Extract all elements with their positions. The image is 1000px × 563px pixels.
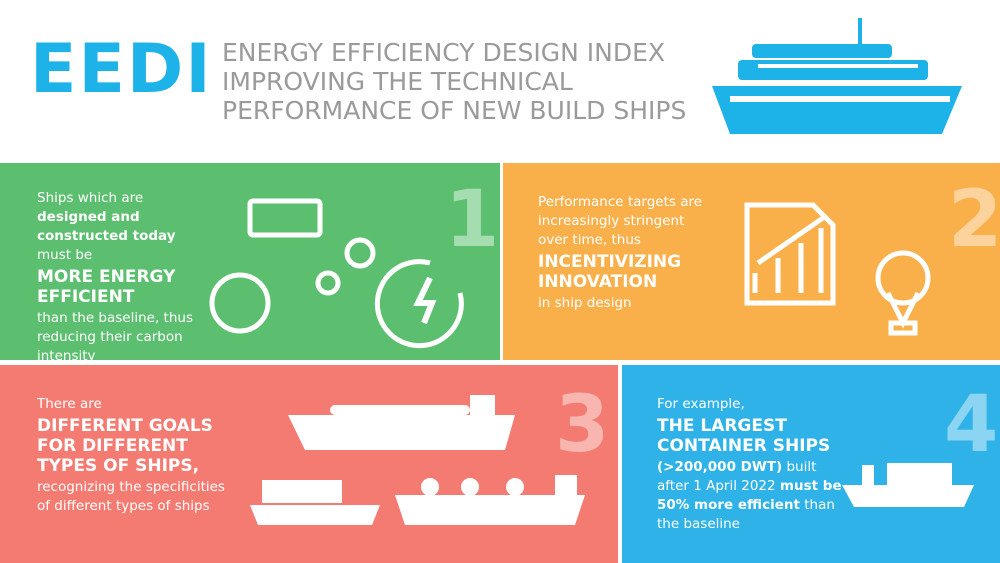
title: ENERGY EFFICIENCY DESIGN INDEX IMPROVING… <box>222 38 686 125</box>
outro: than the baseline, thus reducing their c… <box>37 310 193 364</box>
panel-number: 1 <box>445 175 500 265</box>
panel-text: Ships which are designed and constructed… <box>37 189 212 366</box>
intro: For example, <box>657 396 745 412</box>
acronym: EEDI <box>30 30 213 109</box>
panel-text: For example, THE LARGEST CONTAINER SHIPS… <box>657 395 852 534</box>
energy-icons <box>209 198 464 349</box>
panel-number: 2 <box>948 175 1000 265</box>
title-line: IMPROVING THE TECHNICAL <box>222 67 573 96</box>
title-line: ENERGY EFFICIENCY DESIGN INDEX <box>222 38 666 67</box>
innovation-icons <box>744 202 931 336</box>
intro: Ships which are <box>37 190 144 206</box>
panel-text: There are DIFFERENT GOALS FOR DIFFERENT … <box>37 395 237 516</box>
bold-text: must be 50% more efficient <box>657 478 842 513</box>
highlight: MORE ENERGY EFFICIENT <box>37 267 176 307</box>
intro: Performance targets are increasingly str… <box>538 194 703 248</box>
title-line: PERFORMANCE OF NEW BUILD SHIPS <box>222 96 687 125</box>
highlight: DIFFERENT GOALS FOR DIFFERENT TYPES OF S… <box>37 416 213 476</box>
container-ship-icon <box>842 463 974 507</box>
highlight: INCENTIVIZING INNOVATION <box>538 252 682 292</box>
panel-number: 3 <box>555 380 610 470</box>
bold-text: designed and constructed today <box>37 209 176 244</box>
panel: 3 There are DIFFERENT GOALS FOR DIFFEREN… <box>0 365 618 563</box>
panel-number: 4 <box>944 380 999 470</box>
cruise-ship-icon <box>712 18 962 134</box>
intro: There are <box>37 396 102 412</box>
bold-text: (>200,000 DWT) <box>657 459 783 475</box>
panel: 2 Performance targets are increasingly s… <box>503 163 1000 360</box>
panel: 1 Ships which are designed and construct… <box>0 163 500 364</box>
panel: 4 For example, THE LARGEST CONTAINER SHI… <box>622 365 1000 563</box>
text: built after 1 April 2022 <box>657 459 817 494</box>
panel-text: Performance targets are increasingly str… <box>538 193 708 313</box>
text: must be <box>37 247 93 263</box>
outro: recognizing the specificities of differe… <box>37 479 225 514</box>
ship-types-icons <box>250 395 585 525</box>
outro: than the baseline <box>657 497 835 532</box>
outro: in ship design <box>538 295 632 311</box>
highlight: THE LARGEST CONTAINER SHIPS <box>657 416 831 456</box>
